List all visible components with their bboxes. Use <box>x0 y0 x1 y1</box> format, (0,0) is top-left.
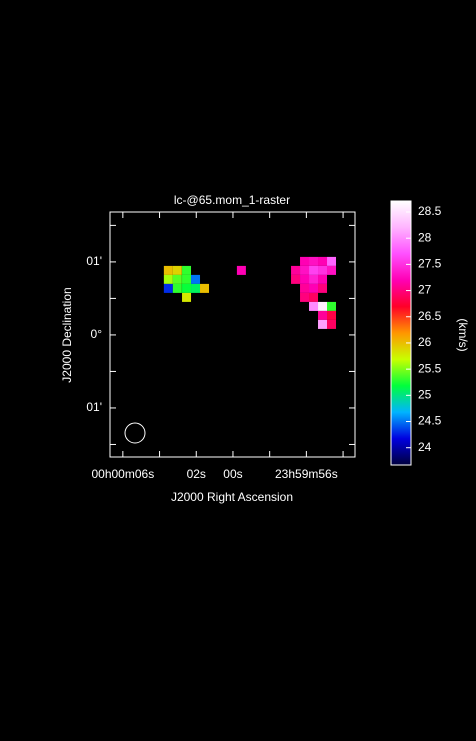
colorbar-tick-label: 28.5 <box>418 204 442 218</box>
colorbar <box>390 200 412 466</box>
colorbar-tick-label: 24.5 <box>418 414 442 428</box>
raster-cell <box>327 265 337 275</box>
raster-cell <box>300 274 310 284</box>
raster-cell <box>309 283 319 293</box>
raster-cell <box>327 256 337 266</box>
raster-cell <box>327 310 337 320</box>
raster-cell <box>172 283 182 293</box>
raster-cell <box>318 310 328 320</box>
raster-cell <box>318 319 328 329</box>
colorbar-tick-label: 26.5 <box>418 309 442 323</box>
raster-cell <box>318 256 328 266</box>
x-tick-label: 23h59m56s <box>275 467 338 481</box>
raster-cell <box>309 292 319 302</box>
raster-cell <box>163 265 173 275</box>
raster-cell <box>191 274 201 284</box>
colorbar-tick-label: 25 <box>418 388 432 402</box>
colorbar-tick-label: 26 <box>418 335 432 349</box>
colorbar-tick-label: 25.5 <box>418 361 442 375</box>
raster-cell <box>309 274 319 284</box>
raster-cell <box>291 274 301 284</box>
colorbar-tick-label: 24 <box>418 440 432 454</box>
raster-cell <box>318 265 328 275</box>
raster-cell <box>309 265 319 275</box>
colorbar-tick-label: 27.5 <box>418 257 442 271</box>
raster-cell <box>300 283 310 293</box>
raster-cell <box>172 265 182 275</box>
raster-cell <box>172 274 182 284</box>
raster-cell <box>163 283 173 293</box>
x-axis-label: J2000 Right Ascension <box>171 490 293 504</box>
x-tick-label: 02s <box>187 467 206 481</box>
raster-cell <box>182 292 192 302</box>
raster-cell <box>191 283 201 293</box>
x-tick-label: 00s <box>223 467 242 481</box>
raster-cell <box>300 256 310 266</box>
raster-cell <box>327 319 337 329</box>
raster-cell <box>318 301 328 311</box>
colorbar-tick-label: 28 <box>418 230 432 244</box>
y-tick-label: 01' <box>86 254 102 268</box>
colorbar-axis <box>406 211 411 449</box>
colorbar-tick-label: 27 <box>418 283 432 297</box>
raster-cell <box>182 265 192 275</box>
chart-title: lc-@65.mom_1-raster <box>174 193 290 207</box>
raster-cell <box>236 265 246 275</box>
raster-cell <box>291 265 301 275</box>
x-tick-label: 00h00m06s <box>91 467 154 481</box>
axes <box>109 211 356 458</box>
raster-cell <box>182 274 192 284</box>
raster-cell <box>309 256 319 266</box>
raster-cell <box>163 274 173 284</box>
raster-cell <box>300 265 310 275</box>
colorbar-label: (km/s) <box>456 318 470 351</box>
beam <box>124 422 146 444</box>
y-tick-label: 01' <box>86 400 102 414</box>
raster-cell <box>327 301 337 311</box>
raster-cell <box>182 283 192 293</box>
raster-cell <box>318 283 328 293</box>
raster-cell <box>300 292 310 302</box>
y-axis-label: J2000 Declination <box>60 287 74 382</box>
raster-cell <box>200 283 210 293</box>
y-tick-label: 0° <box>91 327 103 341</box>
raster-cell <box>309 301 319 311</box>
raster-cell <box>318 274 328 284</box>
